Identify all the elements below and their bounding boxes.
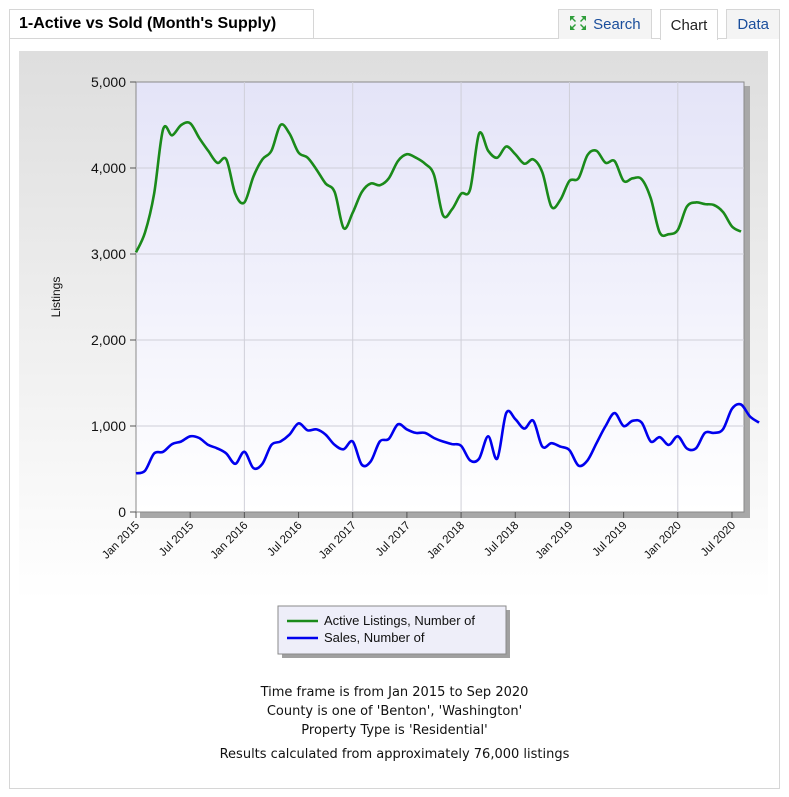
y-axis-label: Listings xyxy=(49,277,63,318)
x-tick-label: Jul 2019 xyxy=(591,520,630,559)
y-tick-label: 1,000 xyxy=(91,418,126,434)
tab-chart[interactable]: Chart xyxy=(659,9,719,40)
x-tick-label: Jul 2015 xyxy=(157,520,196,559)
legend: Active Listings, Number of Sales, Number… xyxy=(277,605,510,658)
footer-timeframe: Time frame is from Jan 2015 to Sep 2020 xyxy=(260,685,529,700)
legend-label-sales: Sales, Number of xyxy=(324,630,425,645)
y-tick-label: 0 xyxy=(118,504,126,520)
footer-county: County is one of 'Benton', 'Washington' xyxy=(266,704,523,719)
plot-area xyxy=(135,81,745,513)
tab-chart-label: Chart xyxy=(670,16,708,34)
tab-divider xyxy=(9,38,780,39)
x-tick-label: Jul 2017 xyxy=(374,520,413,559)
x-tick-label: Jan 2019 xyxy=(534,520,576,562)
tab-data-label: Data xyxy=(737,16,769,33)
x-tick-label: Jan 2016 xyxy=(209,520,251,562)
y-tick-label: 2,000 xyxy=(91,332,126,348)
x-tick-label: Jul 2020 xyxy=(699,520,738,559)
x-tick-label: Jan 2020 xyxy=(642,520,684,562)
chart-title: 1-Active vs Sold (Month's Supply) xyxy=(19,15,277,32)
y-tick-label: 3,000 xyxy=(91,246,126,262)
tab-search[interactable]: Search xyxy=(558,9,652,39)
footer-results: Results calculated from approximately 76… xyxy=(219,747,570,762)
tab-data[interactable]: Data xyxy=(726,9,780,39)
legend-label-active: Active Listings, Number of xyxy=(324,613,475,628)
y-tick-label: 4,000 xyxy=(91,160,126,176)
tab-search-label: Search xyxy=(593,16,641,33)
x-tick-label: Jan 2017 xyxy=(317,520,359,562)
y-tick-label: 5,000 xyxy=(91,74,126,90)
view-tabs: Search Chart Data xyxy=(550,9,780,40)
expand-icon xyxy=(569,15,587,35)
x-tick-label: Jan 2018 xyxy=(425,520,467,562)
footer-property-type: Property Type is 'Residential' xyxy=(301,723,488,738)
x-tick-label: Jul 2016 xyxy=(265,520,304,559)
x-tick-label: Jul 2018 xyxy=(482,520,521,559)
chart-panel xyxy=(9,39,780,789)
series-line-sales xyxy=(135,402,760,475)
series-line-active-listings xyxy=(134,121,742,253)
x-tick-label: Jan 2015 xyxy=(100,520,142,562)
chart-title-tab: 1-Active vs Sold (Month's Supply) xyxy=(9,9,314,39)
